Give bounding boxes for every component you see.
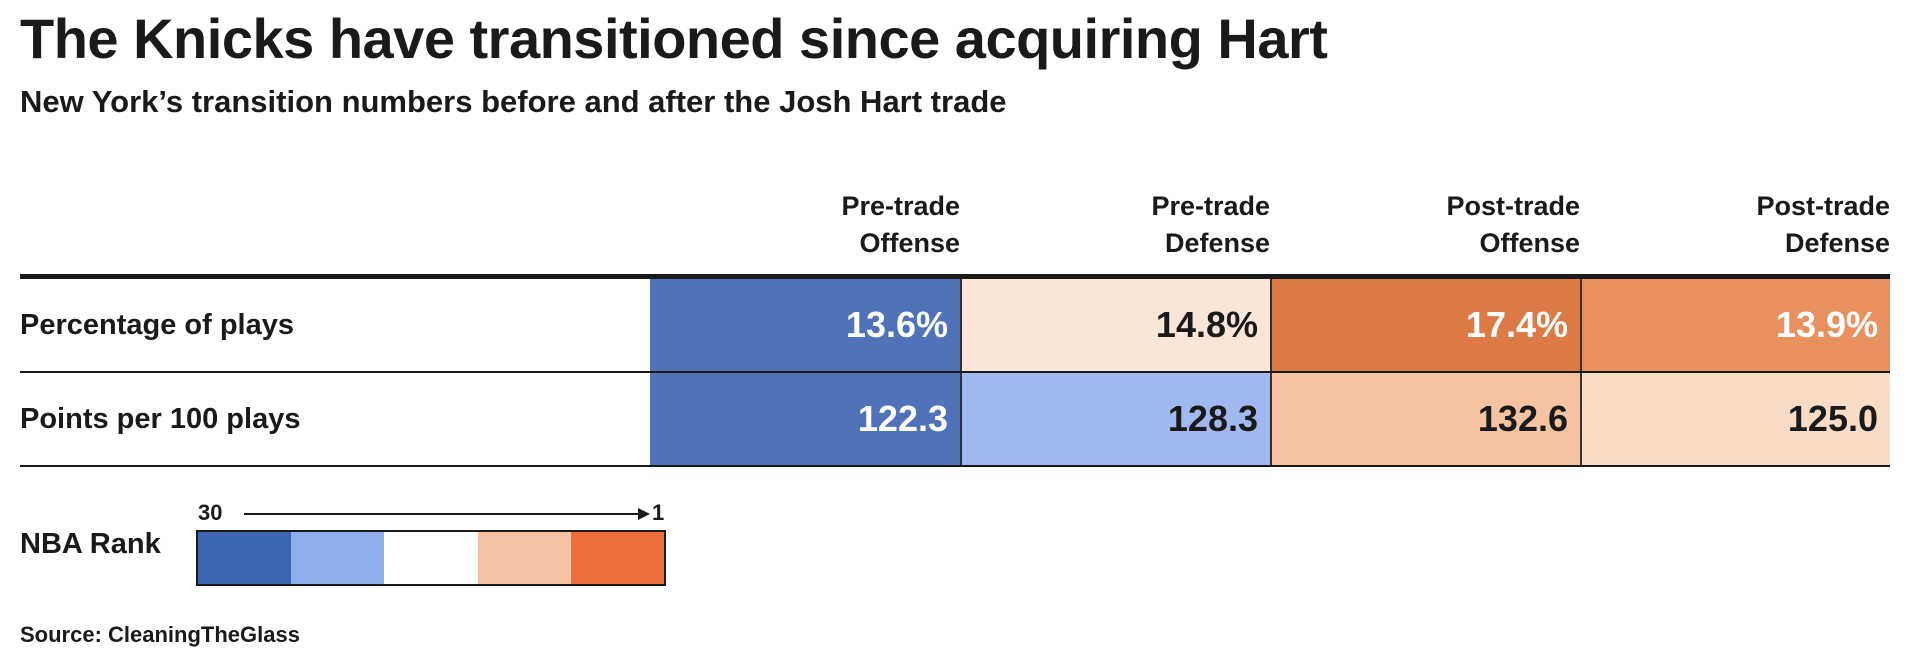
legend-end-label: 1	[652, 500, 665, 525]
table-cell: 14.8%	[960, 279, 1270, 371]
table-cell: 132.6	[1270, 373, 1580, 465]
column-header-post-trade-defense: Post-trade Defense	[1590, 188, 1890, 262]
data-table: Pre-trade Offense Pre-trade Defense Post…	[20, 188, 1890, 467]
legend-scale: 30 1	[196, 500, 666, 530]
chart-subtitle: New York’s transition numbers before and…	[20, 84, 1007, 119]
row-label: Points per 100 plays	[20, 403, 301, 435]
table-header: Pre-trade Offense Pre-trade Defense Post…	[20, 188, 1890, 274]
column-header-line2: Offense	[1479, 228, 1580, 258]
table-cell: 13.9%	[1580, 279, 1890, 371]
table-row-percentage-of-plays: Percentage of plays 13.6% 14.8% 17.4% 13…	[20, 279, 1890, 371]
header-rule	[20, 274, 1890, 279]
column-header-post-trade-offense: Post-trade Offense	[1280, 188, 1580, 262]
column-header-line1: Pre-trade	[841, 191, 960, 221]
chart-title: The Knicks have transitioned since acqui…	[20, 7, 1328, 70]
legend-label: NBA Rank	[20, 528, 161, 560]
table-row-points-per-100-plays: Points per 100 plays 122.3 128.3 132.6 1…	[20, 373, 1890, 465]
source-note: Source: CleaningTheGlass	[20, 622, 300, 647]
legend-swatch	[198, 532, 292, 584]
legend-arrow-icon	[244, 508, 650, 520]
column-header-line1: Pre-trade	[1151, 191, 1270, 221]
column-header-pre-trade-defense: Pre-trade Defense	[970, 188, 1270, 262]
table-cell: 17.4%	[1270, 279, 1580, 371]
legend-start-label: 30	[198, 500, 223, 525]
table-cell: 13.6%	[650, 279, 960, 371]
legend-color-scale	[196, 530, 666, 586]
table-cell: 125.0	[1580, 373, 1890, 465]
column-header-line2: Defense	[1784, 228, 1890, 258]
legend-swatch	[477, 532, 571, 584]
table-cell: 122.3	[650, 373, 960, 465]
column-header-pre-trade-offense: Pre-trade Offense	[660, 188, 960, 262]
legend-swatch	[384, 532, 478, 584]
column-header-line1: Post-trade	[1756, 191, 1890, 221]
table-cell: 128.3	[960, 373, 1270, 465]
row-rule	[20, 371, 1890, 373]
legend-swatch	[570, 532, 665, 584]
row-label: Percentage of plays	[20, 309, 294, 341]
column-header-line1: Post-trade	[1446, 191, 1580, 221]
legend-swatch	[291, 532, 385, 584]
bottom-rule	[20, 465, 1890, 467]
column-header-line2: Offense	[859, 228, 960, 258]
column-header-line2: Defense	[1164, 228, 1270, 258]
